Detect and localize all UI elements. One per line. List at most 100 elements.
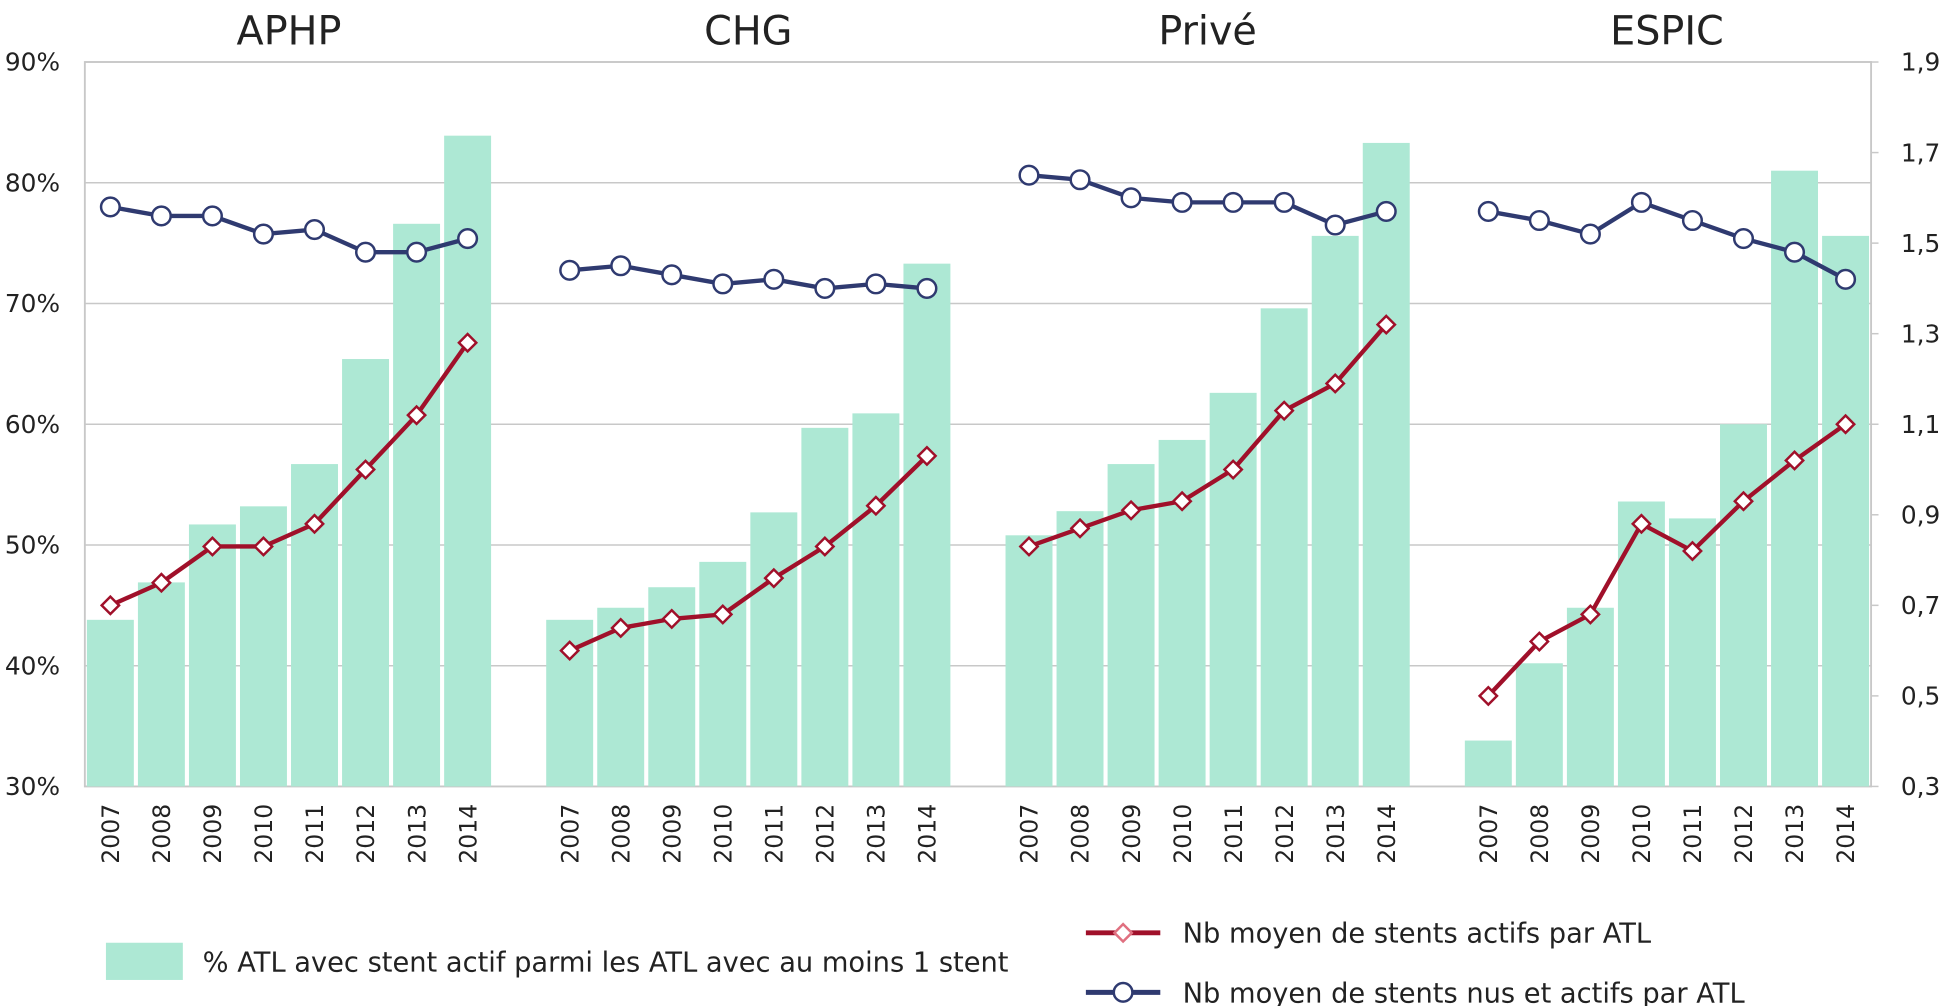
group-title: Privé	[1158, 9, 1256, 55]
y2-tick-label: 0,3	[1901, 772, 1940, 801]
x-tick-label: 2014	[1832, 804, 1860, 864]
point	[1171, 191, 1193, 213]
y-tick-label: 90%	[5, 48, 60, 77]
bar	[699, 561, 747, 787]
y2-tick-label: 0,9	[1901, 500, 1940, 529]
bar	[852, 413, 900, 787]
point	[763, 268, 785, 290]
point	[1222, 191, 1244, 213]
point	[1273, 400, 1295, 422]
point	[814, 536, 836, 557]
plot-frame	[83, 61, 1873, 788]
y2-tick-label: 1,7	[1901, 138, 1940, 167]
point	[252, 223, 275, 245]
point	[99, 196, 121, 218]
point	[1477, 685, 1499, 707]
point	[1835, 413, 1857, 435]
point	[1528, 209, 1550, 232]
point	[865, 273, 887, 295]
point	[406, 404, 428, 426]
x-tick-label: 2010	[250, 804, 278, 864]
point	[1375, 200, 1397, 222]
point	[1120, 499, 1142, 521]
point	[1018, 164, 1040, 186]
point	[1477, 200, 1499, 222]
legend-label: % ATL avec stent actif parmi les ATL ave…	[203, 947, 1009, 978]
point	[201, 205, 223, 227]
point	[1681, 209, 1704, 232]
x-tick-label: 2014	[914, 804, 942, 864]
x-tick-label: 2013	[1322, 804, 1350, 864]
point	[1579, 223, 1601, 245]
bar	[1771, 170, 1819, 787]
group-title: CHG	[704, 9, 792, 55]
point	[712, 273, 734, 295]
point	[1835, 268, 1857, 290]
point	[1273, 191, 1295, 213]
point	[1069, 517, 1091, 539]
x-tick-label: 2011	[1679, 804, 1707, 864]
point	[916, 277, 938, 299]
y2-tick-label: 1,9	[1901, 48, 1940, 77]
point	[661, 264, 683, 286]
bar	[1464, 740, 1512, 787]
legend-swatch	[105, 942, 183, 980]
x-tick-label: 2010	[1169, 804, 1197, 864]
point	[253, 536, 274, 557]
bar	[86, 619, 134, 787]
y2-tick-label: 0,7	[1901, 591, 1940, 620]
point	[1018, 536, 1040, 557]
point	[712, 603, 734, 625]
x-tick-label: 2007	[556, 804, 584, 864]
point	[201, 536, 223, 557]
x-tick-label: 2008	[148, 804, 176, 864]
x-tick-label: 2008	[1526, 804, 1554, 864]
x-tick-label: 2010	[1628, 804, 1656, 864]
bar	[291, 464, 338, 787]
x-tick-label: 2007	[1016, 804, 1044, 864]
point	[1120, 187, 1142, 209]
point	[559, 640, 581, 662]
x-tick-label: 2008	[607, 804, 635, 864]
point	[150, 205, 172, 227]
point	[1682, 540, 1703, 562]
bar	[188, 524, 236, 787]
bar	[1362, 142, 1410, 787]
line	[1028, 323, 1388, 549]
x-tick-label: 2014	[454, 804, 482, 864]
point	[457, 332, 479, 354]
point	[865, 495, 887, 517]
x-tick-label: 2011	[1220, 804, 1248, 864]
bar	[801, 427, 849, 787]
x-tick-label: 2009	[1118, 804, 1146, 864]
y-tick-label: 80%	[5, 168, 60, 197]
bar	[1311, 235, 1359, 787]
point	[661, 608, 683, 630]
x-tick-label: 2012	[812, 804, 840, 864]
bar	[1056, 511, 1104, 787]
point	[1324, 214, 1346, 236]
y2-tick-label: 1,5	[1901, 229, 1940, 258]
bar	[137, 582, 185, 787]
x-tick-label: 2012	[1730, 804, 1758, 864]
x-tick-label: 2013	[403, 804, 431, 864]
y2-tick-label: 1,1	[1901, 410, 1940, 439]
legend-label: Nb moyen de stents nus et actifs par ATL	[1183, 978, 1746, 1006]
bar	[1515, 663, 1563, 787]
bar	[1005, 535, 1053, 787]
point	[304, 513, 325, 535]
bar	[903, 263, 951, 787]
point	[1324, 373, 1346, 394]
x-tick-label: 2007	[1475, 804, 1503, 864]
point	[1528, 631, 1550, 652]
point	[1732, 228, 1755, 250]
bar	[1260, 308, 1308, 787]
x-tick-label: 2008	[1067, 804, 1095, 864]
x-tick-label: 2009	[1577, 804, 1605, 864]
point	[1375, 314, 1397, 336]
line	[1486, 422, 1847, 698]
x-tick-label: 2009	[199, 804, 227, 864]
y-tick-label: 70%	[5, 289, 60, 318]
point	[303, 219, 326, 241]
bar	[1566, 607, 1614, 787]
